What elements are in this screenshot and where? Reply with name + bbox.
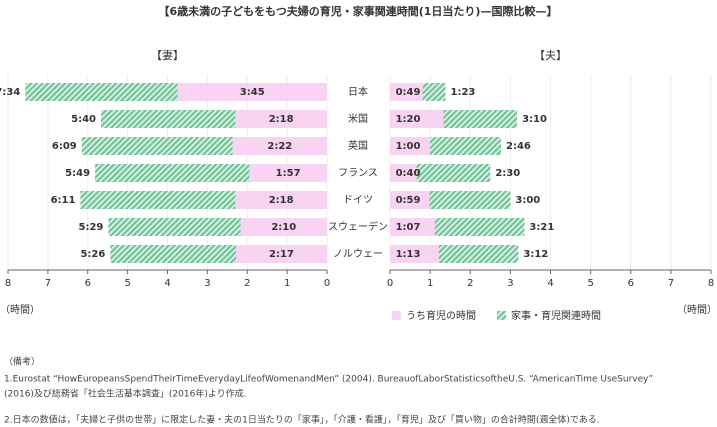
x-tick-label: 0 (387, 278, 393, 289)
note: （備考） (4, 356, 40, 368)
childcare-label: 1:00 (396, 141, 421, 152)
total-label: 6:09 (52, 141, 77, 152)
x-tick-label: 6 (85, 278, 91, 289)
childcare-bar (390, 245, 439, 263)
childcare-label: 1:07 (396, 222, 421, 233)
x-tick-label: 6 (628, 278, 634, 289)
childcare-label: 3:45 (240, 87, 265, 98)
childcare-label: 2:18 (269, 114, 294, 125)
total-label: 7:34 (0, 87, 20, 98)
total-label: 3:21 (529, 222, 554, 233)
total-label: 6:11 (51, 195, 76, 206)
x-tick-label: 8 (708, 278, 714, 289)
childcare-label: 0:59 (396, 195, 421, 206)
legend-label: 家事・育児関連時間 (511, 309, 601, 322)
x-tick-label: 1 (284, 278, 290, 289)
category-label: 英国 (348, 139, 368, 152)
chart-title: 【6歳未満の子どもをもつ夫婦の育児・家事関連時間(1日当たり)—国際比較—】 (159, 4, 558, 18)
legend-swatch (497, 311, 506, 320)
childcare-bar (235, 110, 327, 128)
childcare-label: 2:10 (271, 222, 296, 233)
childcare-bar (235, 191, 327, 209)
x-tick-label: 8 (5, 278, 11, 289)
total-label: 3:10 (522, 114, 547, 125)
x-tick-label: 4 (164, 278, 170, 289)
total-label: 2:46 (506, 141, 531, 152)
x-tick-label: 7 (45, 278, 51, 289)
category-label: 米国 (348, 112, 368, 125)
childcare-bar (390, 110, 444, 128)
total-label: 2:30 (495, 168, 520, 179)
axis-label: （時間） (677, 304, 717, 316)
note: 1.Eurostat “HowEuropeansSpendTheirTimeEv… (4, 375, 653, 385)
total-label: 5:40 (71, 114, 96, 125)
childcare-label: 0:40 (396, 168, 421, 179)
childcare-bar (390, 164, 417, 182)
category-label: ノルウェー (333, 248, 383, 260)
childcare-label: 0:49 (396, 87, 421, 98)
x-tick-label: 2 (467, 278, 473, 289)
childcare-label: 2:17 (269, 249, 294, 260)
category-label: 日本 (348, 85, 368, 98)
childcare-bar (390, 137, 431, 155)
panel-title: 【夫】 (534, 49, 567, 62)
legend-swatch (392, 311, 401, 320)
total-label: 5:26 (80, 249, 105, 260)
note: (2016)及び総務省「社会生活基本調査」(2016年)より作成. (4, 388, 247, 400)
childcare-label: 2:18 (269, 195, 294, 206)
legend-label: うち育児の時間 (406, 309, 476, 322)
childcare-label: 1:57 (276, 168, 301, 179)
total-label: 5:49 (65, 168, 90, 179)
childcare-bar (390, 83, 423, 101)
category-label: スウェーデン (328, 220, 388, 233)
total-label: 3:12 (523, 249, 548, 260)
x-tick-label: 2 (244, 278, 250, 289)
childcare-bar (240, 218, 327, 236)
x-tick-label: 5 (587, 278, 593, 289)
x-tick-label: 3 (204, 278, 210, 289)
childcare-label: 2:22 (267, 141, 292, 152)
category-label: ドイツ (343, 195, 373, 206)
childcare-label: 1:20 (396, 114, 421, 125)
total-label: 5:29 (78, 222, 103, 233)
x-tick-label: 4 (547, 278, 553, 289)
childcare-label: 1:13 (396, 249, 421, 260)
x-tick-label: 7 (668, 278, 674, 289)
note: 2.日本の数値は，「夫婦と子供の世帯」に限定した妻・夫の1日当たりの「家事」，「… (4, 414, 600, 426)
childcare-bar (177, 83, 327, 101)
x-tick-label: 0 (324, 278, 330, 289)
total-label: 3:00 (515, 195, 540, 206)
childcare-bar (390, 191, 430, 209)
childcare-bar (249, 164, 327, 182)
x-tick-label: 5 (124, 278, 130, 289)
x-tick-label: 1 (427, 278, 433, 289)
x-tick-label: 3 (507, 278, 513, 289)
childcare-bar (390, 218, 435, 236)
panel-title: 【妻】 (151, 49, 184, 62)
axis-label: （時間） (0, 304, 40, 316)
childcare-bar (232, 137, 327, 155)
childcare-bar (235, 245, 327, 263)
category-label: フランス (338, 167, 378, 179)
total-label: 1:23 (450, 87, 475, 98)
